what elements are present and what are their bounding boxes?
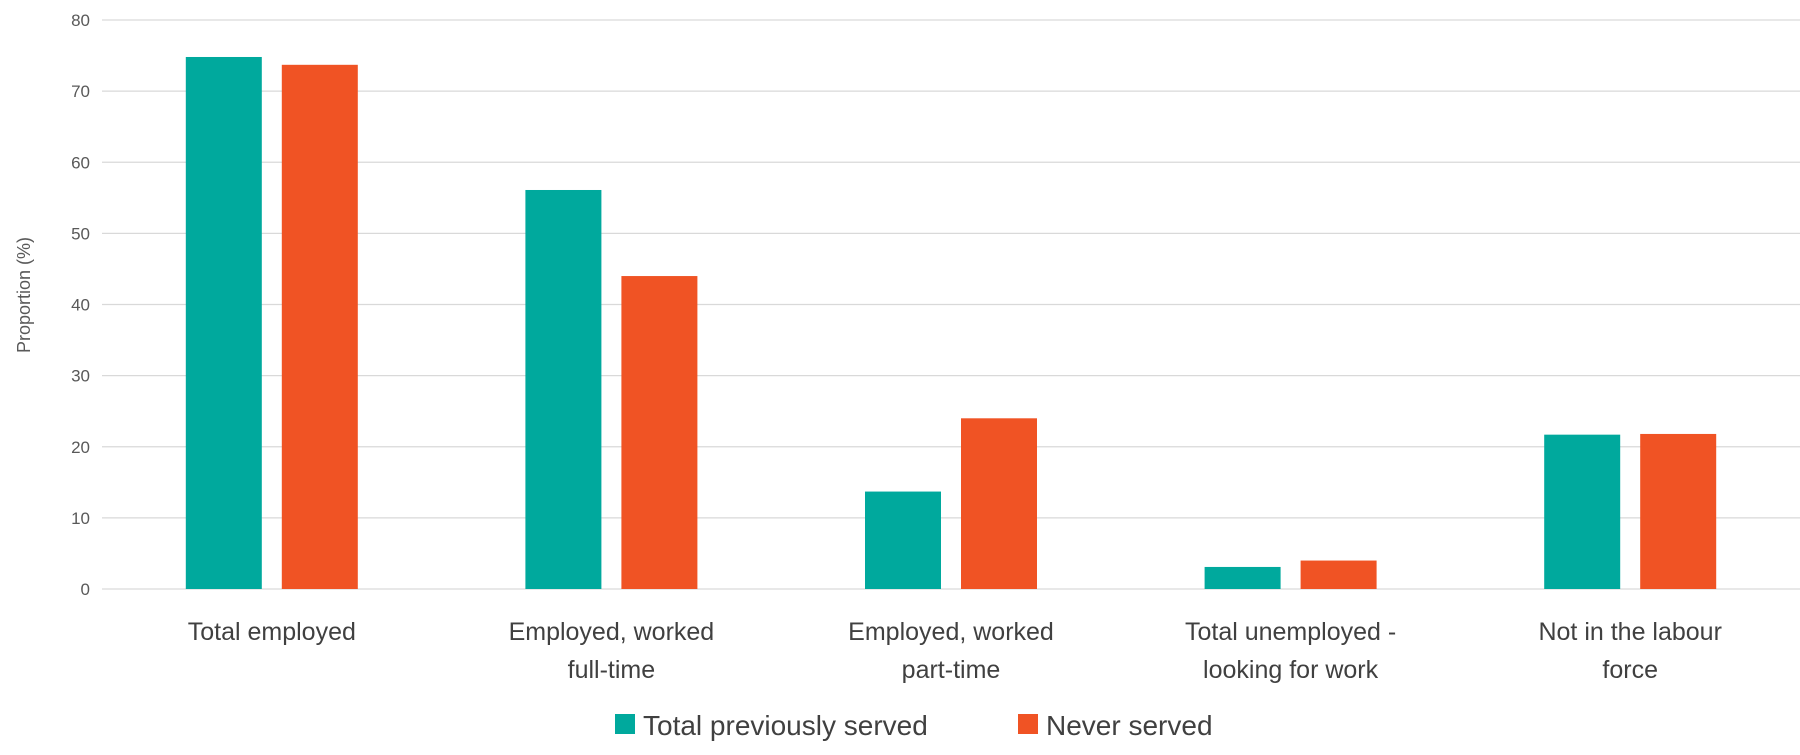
bar-previously-served[interactable]: [1544, 434, 1621, 589]
x-category-label: Not in the labour: [1538, 618, 1721, 646]
y-tick-label: 30: [71, 367, 90, 386]
bar-previously-served[interactable]: [1204, 566, 1281, 589]
y-tick-label: 0: [81, 580, 90, 599]
y-tick-label: 20: [71, 438, 90, 457]
legend-swatch: [615, 714, 635, 734]
bar-never-served[interactable]: [961, 418, 1037, 589]
bar-previously-served[interactable]: [525, 189, 602, 589]
y-tick-label: 60: [71, 153, 90, 172]
legend-label: Total previously served: [643, 710, 928, 741]
y-tick-label: 70: [71, 82, 90, 101]
y-tick-label: 50: [71, 224, 90, 243]
x-category-label: part-time: [902, 656, 1001, 684]
y-tick-label: 80: [71, 11, 90, 30]
y-axis-title: Proportion (%): [14, 237, 34, 353]
x-category-label: Total unemployed -: [1185, 618, 1396, 646]
y-tick-label: 40: [71, 296, 90, 315]
x-category-label: Total employed: [188, 618, 356, 646]
bar-previously-served[interactable]: [185, 56, 262, 590]
x-category-label: looking for work: [1203, 656, 1379, 684]
gridlines: [102, 19, 1800, 590]
legend: Total previously served Never served: [615, 710, 1213, 741]
y-tick-label: 10: [71, 509, 90, 528]
legend-swatch: [1018, 714, 1038, 734]
bar-previously-served[interactable]: [865, 491, 941, 589]
bar-never-served[interactable]: [1640, 433, 1717, 589]
x-category-label: Employed, worked: [509, 618, 715, 646]
bars: [185, 56, 1717, 590]
x-axis-categories: Total employed Employed, worked full-time E…: [188, 618, 1722, 684]
legend-label: Never served: [1046, 710, 1213, 741]
bar-never-served[interactable]: [621, 276, 698, 589]
y-axis-ticks: 0 10 20 30 40 50 60 70 80: [71, 11, 90, 599]
x-category-label: force: [1602, 656, 1658, 684]
bar-never-served[interactable]: [281, 64, 358, 590]
x-category-label: Employed, worked: [848, 618, 1054, 646]
x-category-label: full-time: [568, 656, 656, 684]
bar-never-served[interactable]: [1300, 560, 1377, 589]
